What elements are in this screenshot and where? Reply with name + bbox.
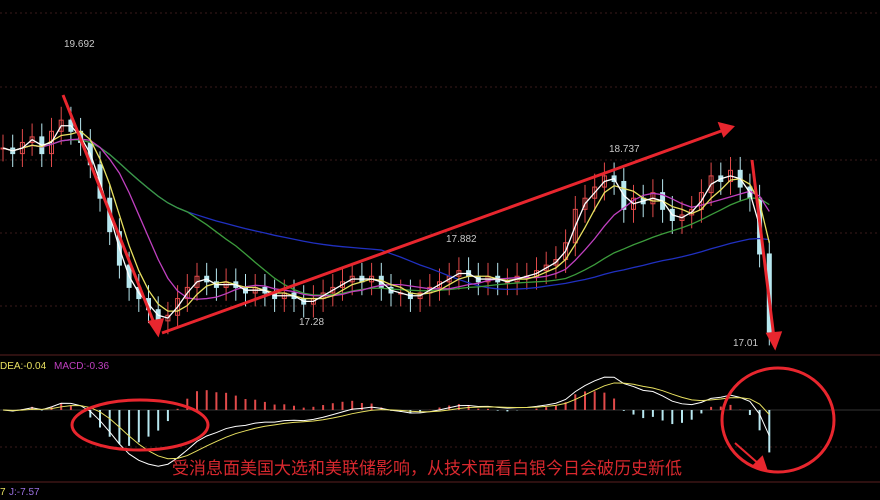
price-labels: 19.692 17.28 17.882 18.737 17.01 (64, 39, 758, 349)
arrow-down-2 (750, 159, 776, 339)
ma-5-line (2, 125, 770, 319)
dea-label: DEA:-0.04 (0, 361, 47, 372)
label-low-1: 17.28 (299, 317, 324, 328)
candle-body (175, 298, 181, 316)
dif-line (2, 376, 770, 467)
label-high-2: 17.882 (446, 234, 477, 245)
candle-body (340, 281, 345, 288)
arrowhead-3 (765, 331, 783, 351)
kdj-prefix: 7 (0, 487, 6, 498)
macd-label: MACD:-0.36 (54, 361, 109, 372)
candle-body (437, 281, 442, 288)
candle-body (29, 136, 35, 143)
circle-right (720, 366, 836, 474)
candle-body (184, 286, 190, 300)
macd-panel (2, 376, 771, 467)
candle-body (582, 197, 588, 210)
candle-body (330, 286, 336, 294)
caption: 受消息面美国大选和美联储影响，从技术面看白银今日会破历史新低 (172, 459, 682, 479)
arrowhead-4 (751, 455, 769, 473)
kdj-j-label: J:-7.57 (9, 487, 40, 498)
circle-left (70, 398, 210, 452)
ma-20-line (2, 138, 770, 300)
dea-line (2, 382, 770, 460)
candle-body (592, 186, 598, 199)
label-high-1: 19.692 (64, 39, 95, 50)
label-low-last: 17.01 (733, 338, 758, 349)
trend-arrows (61, 94, 836, 474)
arrow-small (734, 442, 761, 466)
arrowhead-1 (147, 318, 165, 338)
candle-body (553, 259, 559, 266)
candle-body (572, 208, 578, 244)
label-high-3: 18.737 (609, 144, 640, 155)
arrow-down-1 (61, 94, 158, 329)
ma-60-line (2, 139, 770, 296)
grid (0, 12, 880, 483)
candle-body (543, 264, 549, 272)
ma-10-line (2, 130, 770, 312)
arrowhead-2 (717, 121, 735, 138)
candle-body (708, 175, 714, 194)
arrow-up (161, 128, 725, 335)
